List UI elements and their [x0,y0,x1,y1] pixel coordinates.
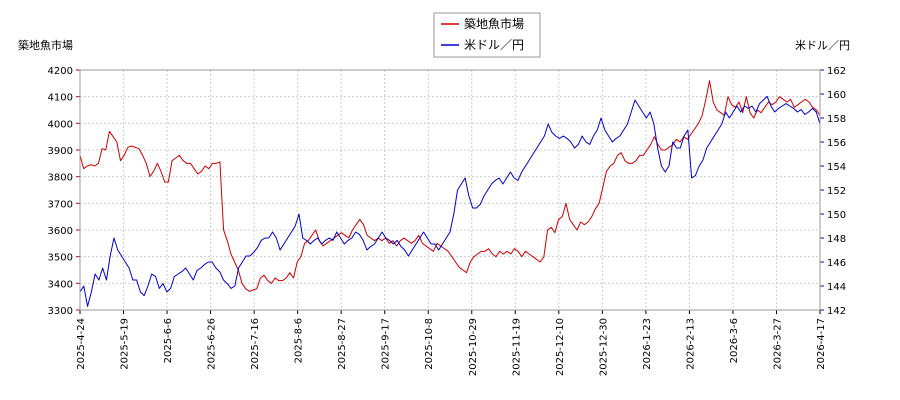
left-tick-label: 4000 [48,119,73,130]
right-tick-label: 160 [827,90,846,101]
left-axis-title: 築地魚市場 [18,38,73,52]
x-tick-label: 2026-2-13 [685,318,696,370]
legend-label-usdjpy: 米ドル／円 [464,38,524,52]
left-tick-label: 3800 [48,173,73,184]
x-tick-label: 2026-3-27 [772,318,783,370]
left-tick-label: 3700 [48,199,73,210]
left-tick-label: 3300 [48,306,73,317]
left-tick-label: 3500 [48,253,73,264]
legend-label-tsukiji: 築地魚市場 [464,16,524,31]
right-tick-label: 148 [827,234,846,245]
right-tick-label: 152 [827,186,846,197]
series-line-tsukiji [79,80,821,292]
x-tick-label: 2025-8-6 [294,318,305,363]
left-tick-label: 4200 [48,66,73,77]
grid-lines [79,69,821,311]
series-line-usdjpy [79,95,821,307]
right-tick-label: 156 [827,138,846,149]
x-tick-label: 2025-5-19 [120,318,131,370]
right-axis-title: 米ドル／円 [795,39,850,52]
plot-area-frame [79,69,821,311]
left-y-axis: 3300 3400 3500 3600 3700 3800 3900 4000 4100 4200 [48,66,81,317]
x-tick-label: 2025-10-29 [468,318,479,376]
right-tick-label: 150 [827,210,846,221]
legend-box [433,12,541,58]
right-tick-label: 154 [827,162,846,173]
x-tick-label: 2025-6-26 [207,318,218,370]
x-tick-label: 2025-8-27 [337,318,348,370]
x-tick-label: 2026-4-17 [816,318,827,370]
x-tick-label: 2026-3-6 [729,318,740,363]
right-tick-label: 146 [827,258,846,269]
left-tick-label: 3600 [48,226,73,237]
right-tick-label: 158 [827,114,846,125]
x-tick-label: 2025-11-19 [511,318,522,376]
x-tick-label: 2026-1-23 [642,318,653,370]
series-lines [79,80,821,307]
left-tick-label: 4100 [48,93,73,104]
x-tick-label: 2025-7-16 [250,318,261,370]
x-tick-label: 2025-4-24 [76,318,87,370]
x-tick-label: 2025-6-6 [163,318,174,363]
right-tick-label: 144 [827,282,846,293]
x-tick-label: 2025-12-30 [598,318,609,376]
right-tick-label: 142 [827,306,846,317]
legend: 築地魚市場 米ドル／円 [433,12,541,58]
left-tick-label: 3400 [48,279,73,290]
x-axis: 2025-4-24 2025-5-19 2025-6-6 2025-6-26 2025-… [76,309,827,376]
left-tick-label: 3900 [48,146,73,157]
x-tick-label: 2025-12-10 [555,318,566,376]
right-tick-label: 162 [827,66,846,77]
right-y-axis: 142 144 146 148 150 152 154 156 158 160 162 [819,66,846,317]
x-tick-label: 2025-9-17 [381,318,392,370]
x-tick-label: 2025-10-8 [424,318,435,370]
